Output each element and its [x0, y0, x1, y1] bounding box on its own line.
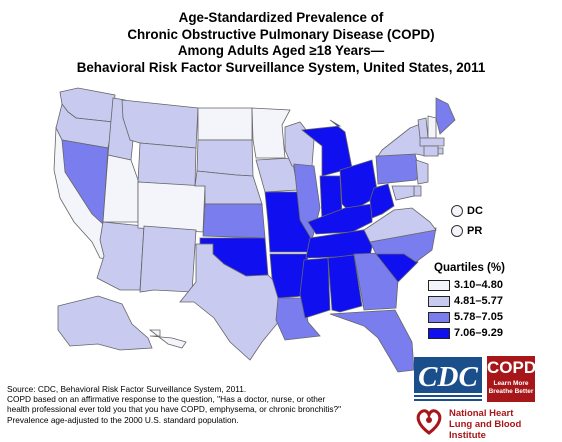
state-ct: [423, 145, 439, 157]
title-line-3: Among Adults Aged ≥18 Years—: [177, 43, 385, 58]
title-line-1: Age-Standardized Prevalence of: [178, 10, 384, 25]
state-ar: [269, 253, 309, 299]
state-az: [96, 221, 145, 291]
source-footnote: Source: CDC, Behavioral Risk Factor Surv…: [7, 384, 417, 425]
territory-dc: DC: [451, 205, 483, 217]
footnote-line: health professional ever told you that y…: [7, 404, 342, 415]
state-wi: [284, 121, 315, 167]
legend-label: 7.06–9.29: [454, 327, 503, 339]
state-co: [137, 181, 206, 233]
territory-pr: PR: [451, 225, 482, 237]
state-vt: [417, 117, 429, 139]
footnote-line: COPD based on an affirmative response to…: [7, 394, 326, 405]
state-ri: [437, 147, 444, 155]
state-ma: [419, 137, 445, 147]
state-nd: [197, 107, 253, 141]
copd-tagline-1: Learn More: [493, 380, 529, 387]
title-line-2: Chronic Obstructive Pulmonary Disease (C…: [127, 26, 435, 42]
state-nh: [427, 115, 437, 139]
state-wy: [137, 142, 197, 187]
footnote-line: Source: CDC, Behavioral Risk Factor Surv…: [7, 384, 247, 394]
legend-item: 7.06–9.29: [428, 326, 538, 340]
legend-swatch: [428, 311, 450, 323]
copd-logo-text: COPD: [487, 358, 537, 377]
state-ne: [194, 170, 263, 205]
state-nm: [139, 225, 197, 293]
copd-logo: COPD Learn More Breathe Better: [487, 356, 537, 402]
state-nj: [415, 159, 429, 185]
legend-title: Quartiles (%): [434, 262, 505, 274]
state-md: [391, 185, 415, 201]
state-al: [327, 254, 363, 313]
footnote-line: Prevalence age-adjusted to the 2000 U.S.…: [7, 414, 239, 425]
state-ky: [307, 203, 373, 235]
nhlbi-logo-text: National Heart Lung and Blood Institute: [449, 408, 553, 441]
state-nc: [369, 227, 437, 263]
nhlbi-line-1: National Heart: [449, 408, 514, 419]
state-wv: [369, 183, 395, 219]
state-tx: [179, 243, 286, 361]
state-ak: [57, 295, 153, 351]
legend-label: 5.78–7.05: [454, 311, 503, 323]
legend-swatch: [428, 327, 450, 339]
legend-label: 4.81–5.77: [454, 295, 503, 307]
state-ks: [202, 203, 266, 239]
legend-swatch: [428, 279, 450, 291]
state-pa: [375, 153, 421, 185]
nhlbi-line-2: Lung and Blood Institute: [449, 419, 522, 441]
state-mi: [300, 119, 353, 177]
cdc-logo: CDC: [414, 357, 482, 401]
state-va: [363, 207, 437, 243]
legend-item: 5.78–7.05: [428, 310, 538, 324]
title-line-4: Behavioral Risk Factor Surveillance Syst…: [76, 59, 486, 75]
state-ut: [102, 154, 139, 223]
map-title: Age-Standardized Prevalence of Chronic O…: [0, 10, 562, 76]
legend: Quartiles (%) 3.10–4.80 4.81–5.77 5.78–7…: [428, 262, 538, 342]
legend-swatch: [428, 295, 450, 307]
nhlbi-logo: National Heart Lung and Blood Institute: [413, 405, 553, 441]
territory-dc-marker: [451, 205, 463, 217]
territory-pr-marker: [451, 225, 463, 237]
legend-item: 4.81–5.77: [428, 294, 538, 308]
state-nv: [61, 139, 109, 225]
state-mn: [251, 107, 291, 159]
state-mt: [121, 99, 199, 149]
territory-pr-label: PR: [467, 225, 483, 237]
state-sd: [196, 139, 254, 177]
state-fl: [329, 309, 415, 373]
state-oh: [339, 159, 379, 213]
state-ms: [299, 257, 331, 319]
territory-dc-label: DC: [467, 205, 483, 217]
legend-label: 3.10–4.80: [454, 279, 503, 291]
state-me: [435, 97, 456, 135]
state-de: [413, 185, 422, 197]
state-hi: [148, 329, 187, 349]
nhlbi-heart-icon: [416, 409, 442, 435]
cdc-logo-text: CDC: [418, 361, 478, 393]
copd-tagline-2: Breathe Better: [488, 387, 534, 395]
legend-item: 3.10–4.80: [428, 278, 538, 292]
